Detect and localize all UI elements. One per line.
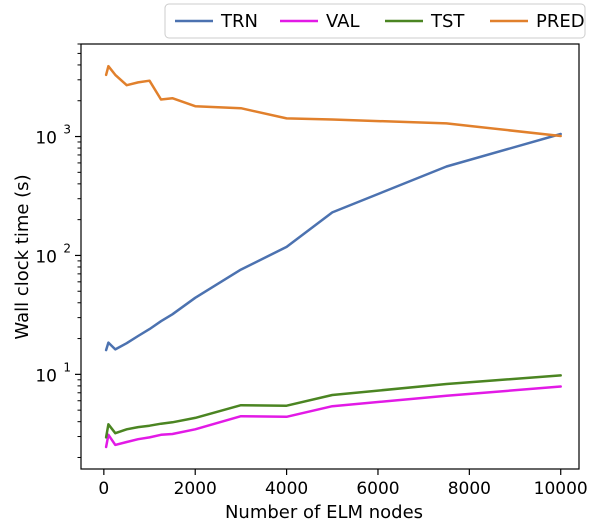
x-tick-label: 6000 bbox=[356, 479, 399, 499]
legend-box bbox=[164, 3, 586, 39]
y-tick-label: 10 bbox=[35, 247, 57, 267]
x-tick-label: 4000 bbox=[265, 479, 308, 499]
y-tick-exponent: 2 bbox=[63, 241, 71, 255]
series-line-val bbox=[104, 385, 562, 449]
x-tick-label: 10000 bbox=[534, 479, 588, 499]
series-line-trn bbox=[104, 132, 562, 352]
y-axis-ticks: 10 1 10 2 10 3 bbox=[35, 43, 81, 458]
y-tick-label: 10 bbox=[35, 366, 57, 386]
y-tick-exponent: 1 bbox=[63, 360, 71, 374]
x-axis-ticks: 0 2000 4000 6000 8000 10000 bbox=[98, 469, 588, 499]
y-tick-label: 10 bbox=[35, 129, 57, 149]
x-tick-label: 0 bbox=[98, 479, 109, 499]
legend-label-tst: TST bbox=[430, 11, 465, 32]
x-tick-label: 2000 bbox=[174, 479, 217, 499]
y-tick-exponent: 3 bbox=[63, 123, 71, 137]
series-line-tst bbox=[104, 374, 562, 439]
legend: TRN VAL TST PRED bbox=[164, 3, 586, 39]
x-tick-label: 8000 bbox=[448, 479, 491, 499]
y-axis-label: Wall clock time (s) bbox=[12, 174, 33, 339]
series-line-pred bbox=[104, 64, 562, 138]
x-axis-label: Number of ELM nodes bbox=[225, 502, 423, 523]
legend-label-val: VAL bbox=[326, 11, 360, 32]
legend-label-trn: TRN bbox=[220, 11, 258, 32]
plot-area bbox=[80, 43, 580, 470]
plot-frame bbox=[80, 43, 580, 470]
legend-label-pred: PRED bbox=[536, 11, 585, 32]
